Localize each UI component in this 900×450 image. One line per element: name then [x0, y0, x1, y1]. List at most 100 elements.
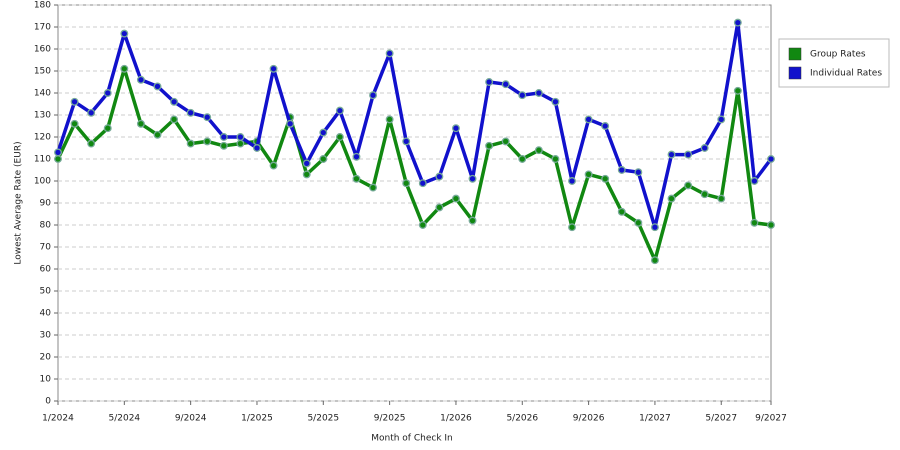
y-tick-label: 50: [40, 287, 52, 297]
point: [468, 174, 477, 183]
point: [634, 218, 643, 227]
series-line: [56, 67, 772, 262]
point: [650, 223, 659, 232]
point: [767, 155, 775, 163]
point: [302, 170, 311, 179]
y-tick-label: 20: [40, 353, 52, 363]
point: [203, 137, 212, 146]
point: [684, 150, 693, 159]
point: [136, 119, 145, 128]
point: [733, 18, 742, 27]
x-tick-label: 1/2026: [440, 414, 472, 424]
point: [700, 144, 709, 152]
x-tick-label: 5/2026: [506, 414, 538, 424]
point: [286, 119, 295, 128]
x-tick-label: 9/2024: [175, 414, 207, 424]
legend: [778, 38, 890, 88]
point: [418, 179, 427, 188]
point: [219, 133, 228, 141]
x-tick-label: 5/2024: [108, 414, 140, 424]
x-tick-label: 9/2027: [755, 414, 787, 424]
point: [452, 194, 460, 203]
y-tick-label: 80: [40, 221, 52, 231]
point: [70, 97, 79, 106]
y-axis-label: Lowest Average Rate (EUR): [14, 141, 24, 264]
y-tick-label: 10: [40, 375, 52, 385]
point: [518, 155, 527, 163]
point: [269, 64, 278, 73]
point: [54, 148, 62, 157]
point: [153, 82, 162, 91]
point: [485, 141, 494, 150]
point: [534, 146, 543, 155]
point: [385, 49, 394, 58]
point: [219, 141, 228, 150]
y-tick-label: 40: [40, 309, 52, 319]
point: [203, 113, 212, 122]
point: [70, 119, 79, 128]
point: [767, 221, 775, 229]
point: [402, 137, 411, 146]
x-tick-label: 1/2027: [639, 414, 671, 424]
point: [269, 161, 278, 170]
point: [319, 128, 328, 137]
x-tick-label: 1/2024: [42, 414, 74, 424]
point: [650, 256, 659, 265]
legend-label: Group Rates: [810, 50, 866, 60]
point: [617, 207, 626, 216]
point: [733, 86, 742, 95]
point: [352, 152, 361, 161]
point: [485, 78, 494, 86]
point: [551, 97, 560, 106]
point: [54, 155, 62, 163]
x-tick-label: 5/2025: [307, 414, 339, 424]
point: [335, 133, 344, 141]
y-tick-label: 140: [34, 89, 51, 99]
legend-label: Individual Rates: [810, 69, 882, 79]
point: [153, 130, 162, 139]
point: [170, 97, 179, 106]
y-tick-label: 0: [45, 397, 51, 407]
y-tick-label: 70: [40, 243, 52, 253]
y-tick-label: 130: [34, 111, 51, 121]
point: [634, 168, 643, 177]
point: [369, 91, 377, 100]
legend-swatch: [788, 47, 802, 61]
point: [601, 122, 610, 130]
point: [369, 183, 377, 192]
point: [667, 194, 676, 203]
point: [87, 139, 96, 148]
point: [617, 166, 626, 174]
y-tick-label: 90: [40, 199, 52, 209]
point: [352, 174, 361, 183]
point: [667, 150, 676, 159]
point: [236, 133, 245, 141]
x-tick-label: 1/2025: [241, 414, 273, 424]
point: [568, 177, 576, 185]
point: [335, 106, 344, 115]
point: [551, 155, 560, 163]
point: [435, 203, 444, 212]
point: [435, 172, 444, 181]
point: [584, 115, 593, 124]
point: [103, 124, 112, 133]
point: [717, 115, 726, 124]
point: [120, 64, 129, 73]
x-tick-label: 9/2026: [573, 414, 605, 424]
point: [186, 139, 195, 148]
point: [120, 29, 129, 38]
point: [568, 223, 576, 232]
point: [700, 190, 709, 199]
y-tick-label: 180: [34, 1, 51, 11]
point: [584, 170, 593, 179]
point: [253, 144, 261, 152]
point: [717, 194, 726, 203]
point: [418, 221, 427, 229]
point: [87, 108, 96, 117]
point: [501, 80, 510, 89]
point: [186, 108, 195, 117]
point: [452, 124, 460, 133]
point: [684, 181, 693, 190]
point: [170, 115, 179, 124]
